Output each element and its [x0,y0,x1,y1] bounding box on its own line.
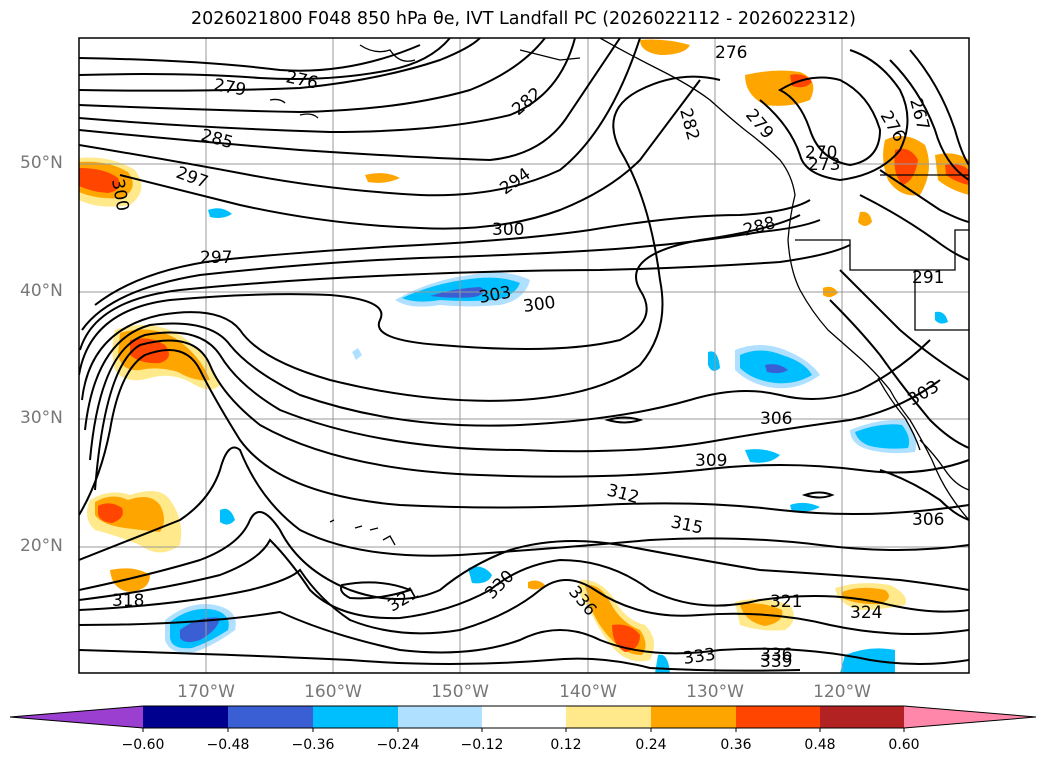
contour-label: 306 [760,409,792,429]
lat-label-50n: 50°N [20,153,63,173]
colorbar-tick: −0.48 [206,737,250,753]
colorbar-tick: −0.36 [291,737,335,753]
colorbar-tick: 0.48 [804,737,836,753]
contour-label: 318 [112,591,144,611]
ivt-shading [79,39,969,673]
contour-label: 339 [760,652,792,672]
contour-label: 291 [912,268,944,288]
lon-label-150w: 150°W [431,682,489,702]
contour-label: 336 [760,645,792,665]
colorbar-tick: 0.12 [550,737,582,753]
contour-label: 321 [770,592,802,612]
colorbar-tick: 0.24 [635,737,667,753]
colorbar-tick: −0.12 [460,737,504,753]
colorbar-extend-low [10,706,143,728]
map-plot-area [79,38,969,673]
contour-label: 297 [200,248,232,268]
colorbar-tick: −0.60 [121,737,165,753]
colorbar-extend-high [904,706,1036,728]
colorbar-tick: 0.60 [888,737,920,753]
contour-label: 270 [805,143,837,163]
colorbar-tick: −0.24 [376,737,420,753]
lat-label-30n: 30°N [20,408,63,428]
lon-label-160w: 160°W [304,682,362,702]
map-frame [78,37,970,674]
colorbar [9,705,1037,732]
lon-label-140w: 140°W [559,682,617,702]
contour-label: 324 [850,603,882,623]
contour-label: 276 [715,43,747,63]
coastlines [269,38,969,546]
theta-e-contours [79,38,969,672]
lat-label-20n: 20°N [20,536,63,556]
lat-label-40n: 40°N [20,281,63,301]
lon-label-130w: 130°W [686,682,744,702]
contour-label: 333 [682,645,717,669]
contour-label: 309 [695,451,727,471]
map-title: 2026021800 F048 850 hPa θe, IVT Landfall… [191,9,856,29]
contour-label: 306 [912,510,944,530]
lon-label-120w: 120°W [813,682,871,702]
lon-label-170w: 170°W [177,682,235,702]
colorbar-tick: 0.36 [720,737,752,753]
contour-label: 300 [492,220,524,240]
contour-label: 273 [808,155,840,175]
contour-label: 300 [522,293,557,317]
